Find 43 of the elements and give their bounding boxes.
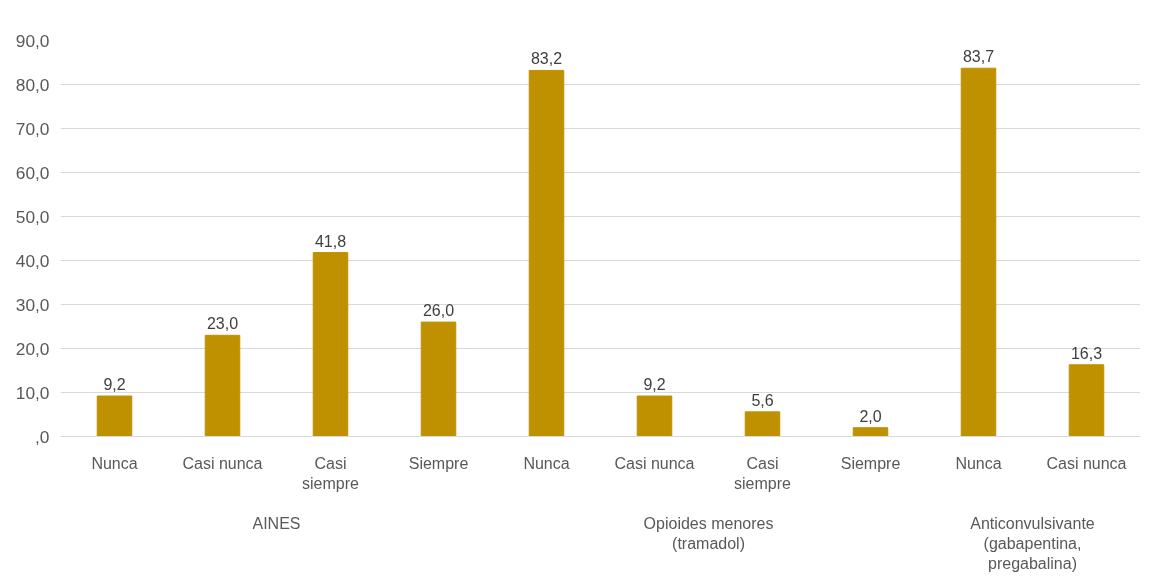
y-tick-label: ,0 [35,426,50,447]
y-tick-label: 60,0 [15,162,50,183]
y-tick-label: 50,0 [15,206,50,227]
bar [636,395,673,437]
bar [744,411,781,437]
x-tick-label: Casi siempre [734,454,792,492]
x-tick-label: Nunca [955,454,1002,472]
y-tick-label: 10,0 [15,382,50,403]
bar [312,252,349,437]
y-tick-label: 90,0 [15,30,50,51]
y-tick-label: 40,0 [15,250,50,271]
x-tick-label: Casi nunca [614,454,695,472]
y-tick-label: 30,0 [15,294,50,315]
x-tick-label: Casi siempre [302,454,360,492]
y-tick-label: 20,0 [15,338,50,359]
text: AINES [252,514,301,532]
data-label: 41,8 [314,232,347,250]
x-tick-label: Nunca [523,454,570,472]
data-label: 2,0 [859,407,882,425]
bar [420,321,457,437]
data-label: 83,2 [530,50,563,68]
bar [204,334,241,437]
bar [1068,364,1105,437]
data-label: 5,6 [751,391,774,409]
data-label: 9,2 [103,376,126,394]
x-tick-label: Nunca [91,454,138,472]
data-label: 9,2 [643,376,666,394]
bar [96,395,133,437]
x-tick-label: Casi nunca [1046,454,1127,472]
y-tick-label: 70,0 [15,118,50,139]
bar [960,67,997,437]
data-label: 16,3 [1070,344,1103,362]
data-label: 23,0 [206,315,239,333]
x-tick-label: Siempre [408,454,469,472]
bar [852,427,889,437]
x-tick-label: Siempre [840,454,901,472]
data-label: 83,7 [962,48,995,66]
y-tick-label: 80,0 [15,74,50,95]
bar [528,69,565,437]
text: Anticonvulsivante (gabapentina, pregabalina) [970,514,1095,573]
x-tick-label: Casi nunca [182,454,263,472]
data-label: 26,0 [422,302,455,320]
text: Opioides menores (tramadol) [643,514,774,552]
